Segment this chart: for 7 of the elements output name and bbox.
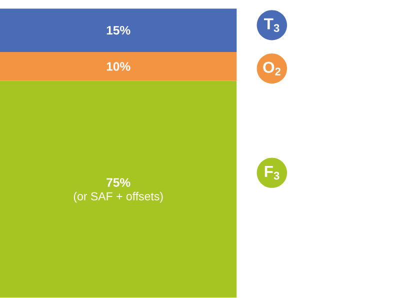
series-label: F$_{3}$ [264,166,280,180]
data-label: 15% [106,26,130,35]
series-label: T$_{3}$ [264,18,280,32]
series-label: O$_{2}$ [263,62,281,76]
data-label: 10% [106,62,130,71]
annotation: (or SAF + offsets) [74,192,163,203]
data-label: 75% [106,178,130,187]
